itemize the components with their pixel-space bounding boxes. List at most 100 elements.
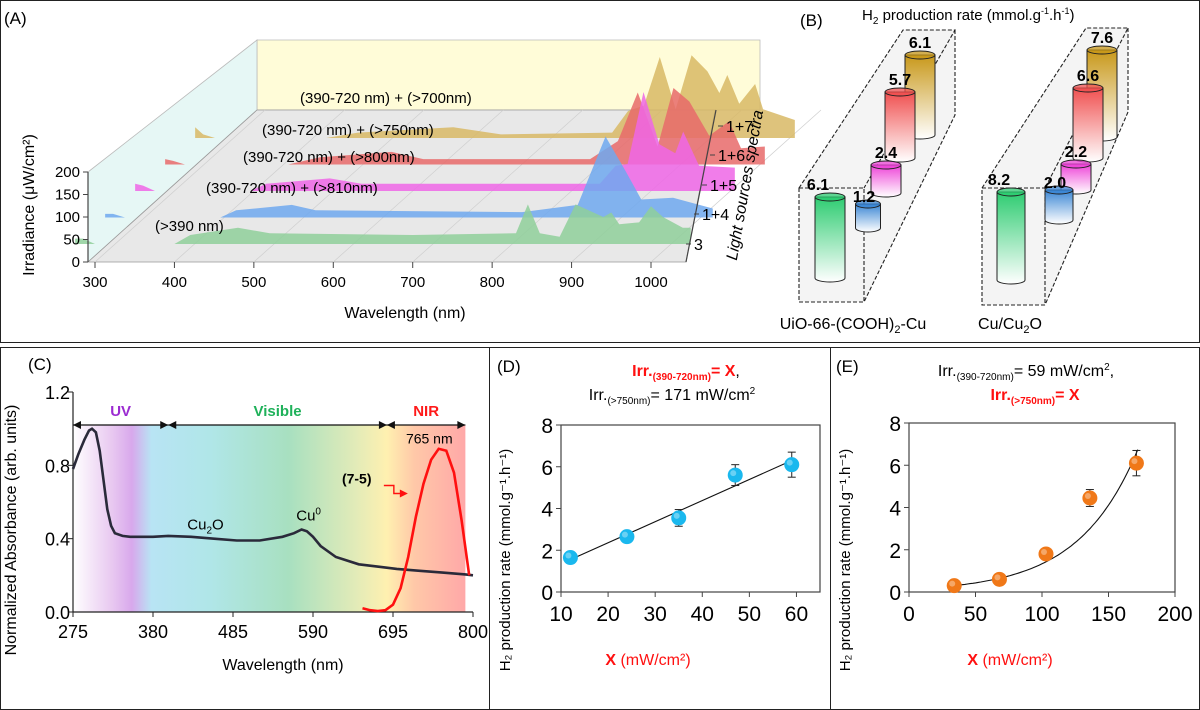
arrow-right — [457, 421, 466, 429]
y-tick-label: 0.4 — [45, 530, 70, 550]
grid-line — [94, 109, 266, 263]
value-label-1+5: 2.4 — [875, 145, 897, 162]
data-point — [1038, 546, 1054, 562]
box-side — [1044, 28, 1129, 306]
x-tick-label: 150 — [1091, 603, 1126, 626]
data-point — [727, 467, 743, 483]
source-arrow-head — [399, 489, 408, 498]
data-point-highlight — [949, 580, 956, 587]
cylinder-top-1+5 — [1060, 159, 1092, 169]
y-tick-label: 150 — [55, 187, 80, 204]
y-tick-label: 4 — [889, 498, 901, 521]
x-tick-label: 1000 — [634, 274, 667, 291]
x-tick-label: 0 — [903, 603, 915, 626]
data-point — [1128, 455, 1144, 471]
data-point-highlight — [786, 459, 793, 466]
region-label-uv: UV — [110, 403, 131, 420]
data-point — [562, 550, 578, 566]
source-arrow — [383, 484, 402, 495]
y-tick-label: 200 — [55, 164, 80, 181]
bar-groups: 6.1 5.7 2.4 1.2 6.1 7.6 6.6 2.2 2.0 8.2 — [798, 27, 1129, 306]
x-tick-label: 590 — [298, 622, 328, 642]
x-tick-label: 100 — [1024, 603, 1059, 626]
group-label-cu: Cu/Cu2O — [978, 316, 1042, 336]
x-axis-label: Wavelength (nm) — [222, 657, 343, 674]
panel-b-label: (B) — [800, 11, 823, 30]
x-tick-label: 380 — [138, 622, 168, 642]
value-label-1+4: 2.0 — [1044, 175, 1066, 192]
panel-d-title-line2: Irr.(>750nm)= 171 mW/cm2 — [589, 386, 756, 407]
spectrum-1+6 — [165, 88, 765, 165]
y-ticks: 0 50 100 150 200 — [55, 164, 88, 271]
y-tick-label: 8 — [541, 415, 553, 438]
z-ticks: 3 1+4 1+5 1+6 1+7 — [685, 109, 753, 263]
cylinder-1+6 — [884, 91, 916, 163]
region-markers: UV Visible NIR — [73, 403, 466, 429]
x-tick-label: 40 — [691, 603, 714, 626]
plot-area: 0 2 4 6 8 0 50 100 150 200 — [889, 413, 1192, 626]
series-label-3: (>390 nm) — [155, 218, 224, 235]
panel-e-title-line2: Irr.(>750nm)= X — [990, 387, 1079, 407]
y-tick-label: 2 — [889, 540, 901, 563]
cylinder-top-1+7 — [904, 50, 936, 60]
arrow-left — [386, 421, 395, 429]
data-point-highlight — [565, 552, 572, 559]
spectrum-3 — [75, 204, 691, 244]
x-tick-label: 50 — [738, 603, 761, 626]
value-label-1+7: 6.1 — [909, 35, 931, 52]
y-tick-label: 0 — [541, 582, 553, 605]
x-tick-label: 695 — [378, 622, 408, 642]
x-tick-label: 800 — [480, 274, 505, 291]
absorbance-line — [71, 427, 474, 577]
series-label-1+4: (390-720 nm) + (>810nm) — [206, 180, 378, 197]
plot-frame — [560, 424, 821, 593]
source-annotation: (7-5) — [342, 471, 372, 487]
panel-a-label: (A) — [4, 9, 27, 28]
x-axis-label: X (mW/cm²) — [967, 652, 1052, 669]
x-tick-label: 500 — [241, 274, 266, 291]
cylinder-3 — [996, 191, 1026, 285]
cylinder-top-3 — [996, 187, 1026, 197]
data-point-highlight — [1131, 458, 1138, 465]
arrow-left — [73, 421, 81, 429]
x-tick-label: 60 — [785, 603, 808, 626]
region-label-visible: Visible — [254, 403, 302, 420]
y-tick-label: 0.0 — [45, 603, 70, 623]
data-point-highlight — [1084, 492, 1091, 499]
cylinder-1+4 — [855, 203, 881, 233]
y-tick-label: 0 — [72, 254, 80, 271]
cylinder-top-1+5 — [870, 160, 902, 170]
y-axis-label: Irradiance (μW/cm²) — [21, 134, 38, 276]
y-axis-label: H₂ production rate (mmol.g⁻¹.h⁻¹) — [837, 449, 854, 672]
cylinder-top-1+4 — [1044, 185, 1074, 195]
cylinder-1+5 — [870, 164, 902, 198]
y-tick-label: 6 — [541, 457, 553, 480]
panel-a-chart: (A) (390-720 nm) + (>700nm)(390-720 nm) … — [4, 9, 822, 322]
x-tick-label: 30 — [644, 603, 667, 626]
x-tick-label: 50 — [964, 603, 987, 626]
x-tick-label: 400 — [162, 274, 187, 291]
spectrum-band — [73, 425, 466, 612]
fit-line — [954, 449, 1139, 587]
value-label-1+5: 2.2 — [1065, 144, 1087, 161]
y-tick-label: 1.2 — [45, 383, 70, 403]
cylinder-top-1+4 — [855, 199, 881, 209]
panel-d-label: (D) — [497, 357, 521, 376]
spectra-series — [75, 55, 795, 244]
z-tick-label: 1+6 — [718, 148, 745, 165]
data-point — [991, 571, 1007, 587]
fit-line — [570, 459, 792, 561]
x-tick-label: 485 — [218, 622, 248, 642]
series-label-1+5: (390-720 nm) + (>800nm) — [243, 149, 415, 166]
source-spectrum-line — [362, 447, 471, 613]
cu2o-annotation: Cu2O — [187, 517, 223, 537]
data-point — [784, 457, 800, 473]
box-front — [798, 187, 865, 303]
series-labels: (390-720 nm) + (>700nm) (390-720 nm) + (>… — [155, 90, 472, 235]
arrow-right — [160, 421, 169, 429]
x-tick-label: 600 — [321, 274, 346, 291]
value-label-3: 8.2 — [988, 172, 1010, 189]
panel-b-title: H2 production rate (mmol.g-1.h-1) — [862, 6, 1075, 27]
